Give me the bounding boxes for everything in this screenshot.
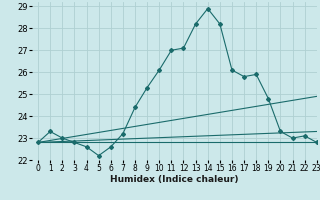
X-axis label: Humidex (Indice chaleur): Humidex (Indice chaleur) <box>110 175 239 184</box>
